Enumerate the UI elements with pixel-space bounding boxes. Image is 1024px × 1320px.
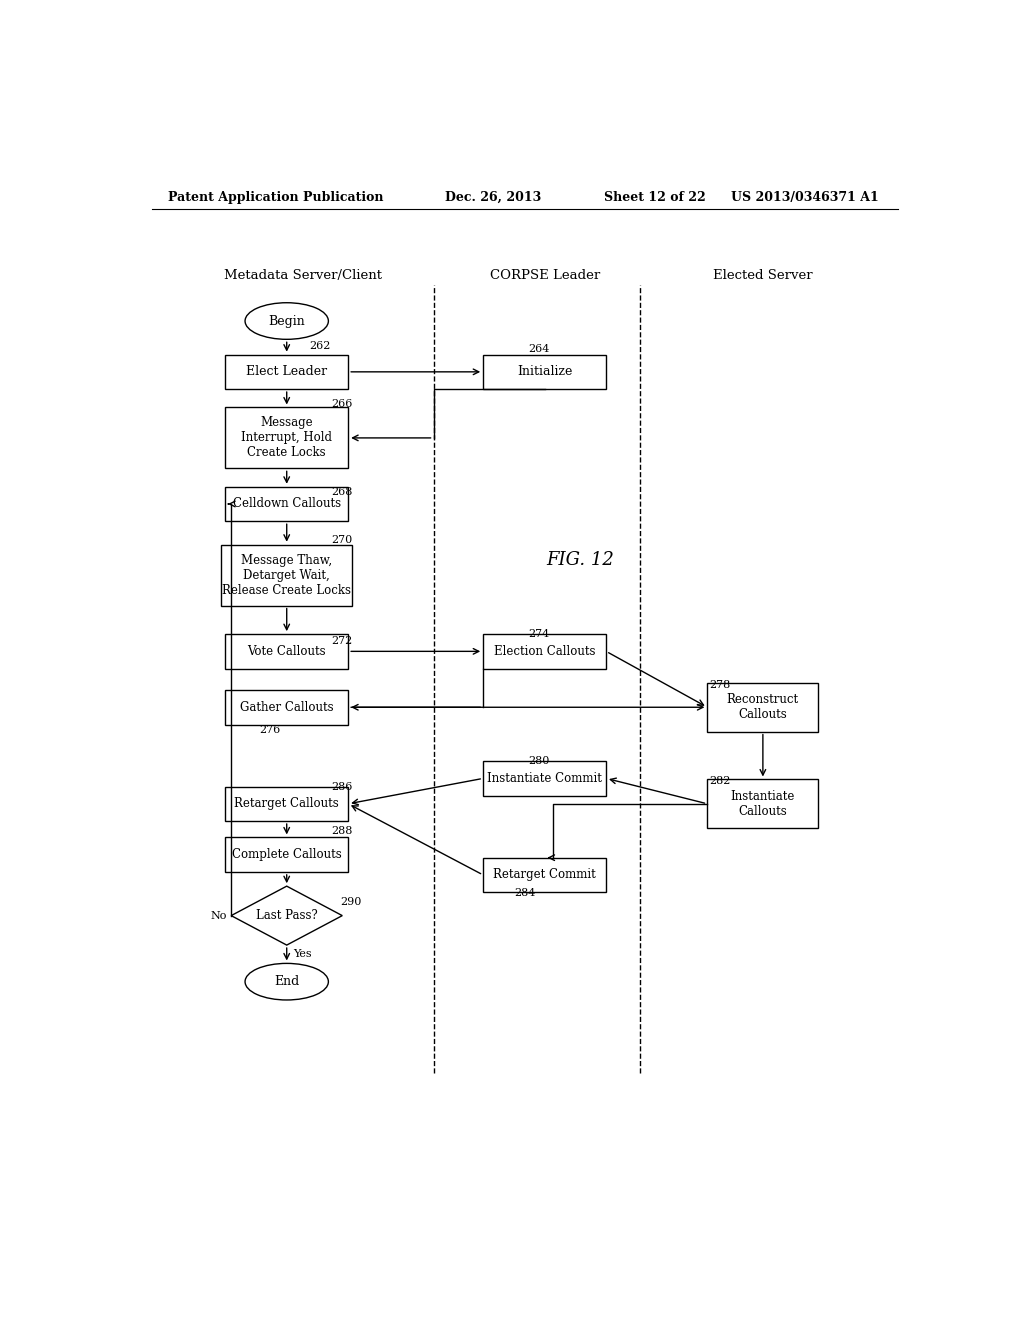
Text: 282: 282 <box>709 776 730 787</box>
Text: Metadata Server/Client: Metadata Server/Client <box>223 269 382 281</box>
Text: Message
Interrupt, Hold
Create Locks: Message Interrupt, Hold Create Locks <box>242 416 332 459</box>
FancyBboxPatch shape <box>225 408 348 469</box>
Text: Dec. 26, 2013: Dec. 26, 2013 <box>445 190 542 203</box>
Text: 274: 274 <box>528 630 549 639</box>
Text: No: No <box>211 911 227 920</box>
Text: CORPSE Leader: CORPSE Leader <box>489 269 600 281</box>
Text: Yes: Yes <box>293 949 311 960</box>
Text: US 2013/0346371 A1: US 2013/0346371 A1 <box>731 190 879 203</box>
Text: 268: 268 <box>331 487 352 496</box>
Text: Reconstruct
Callouts: Reconstruct Callouts <box>727 693 799 721</box>
Text: 278: 278 <box>709 680 730 690</box>
FancyBboxPatch shape <box>221 545 352 606</box>
Text: End: End <box>274 975 299 989</box>
FancyBboxPatch shape <box>225 787 348 821</box>
Text: 272: 272 <box>331 636 352 647</box>
Polygon shape <box>231 886 342 945</box>
Text: 280: 280 <box>528 756 549 766</box>
FancyBboxPatch shape <box>225 690 348 725</box>
FancyBboxPatch shape <box>708 682 818 731</box>
FancyBboxPatch shape <box>225 634 348 669</box>
Text: 266: 266 <box>331 400 352 409</box>
FancyBboxPatch shape <box>483 355 606 389</box>
Text: Message Thaw,
Detarget Wait,
Release Create Locks: Message Thaw, Detarget Wait, Release Cre… <box>222 553 351 597</box>
Text: Last Pass?: Last Pass? <box>256 909 317 923</box>
Text: 286: 286 <box>331 781 352 792</box>
Text: Begin: Begin <box>268 314 305 327</box>
FancyBboxPatch shape <box>225 487 348 521</box>
Text: Elect Leader: Elect Leader <box>246 366 328 379</box>
FancyBboxPatch shape <box>483 858 606 892</box>
FancyBboxPatch shape <box>225 355 348 389</box>
Text: Sheet 12 of 22: Sheet 12 of 22 <box>604 190 706 203</box>
Text: 284: 284 <box>514 888 536 898</box>
Text: Instantiate Commit: Instantiate Commit <box>487 772 602 785</box>
Ellipse shape <box>245 302 329 339</box>
Text: 288: 288 <box>331 826 352 837</box>
Text: 290: 290 <box>341 898 362 907</box>
FancyBboxPatch shape <box>708 779 818 828</box>
Text: 276: 276 <box>259 725 281 735</box>
Text: 264: 264 <box>528 345 549 355</box>
Ellipse shape <box>245 964 329 1001</box>
Text: Instantiate
Callouts: Instantiate Callouts <box>731 789 795 818</box>
Text: Gather Callouts: Gather Callouts <box>240 701 334 714</box>
Text: 262: 262 <box>309 342 331 351</box>
Text: Election Callouts: Election Callouts <box>494 645 595 657</box>
Text: Retarget Callouts: Retarget Callouts <box>234 797 339 810</box>
Text: Vote Callouts: Vote Callouts <box>248 645 326 657</box>
FancyBboxPatch shape <box>483 762 606 796</box>
Text: Celldown Callouts: Celldown Callouts <box>232 498 341 511</box>
Text: 270: 270 <box>331 535 352 545</box>
FancyBboxPatch shape <box>483 634 606 669</box>
Text: Elected Server: Elected Server <box>713 269 813 281</box>
Text: Patent Application Publication: Patent Application Publication <box>168 190 383 203</box>
Text: FIG. 12: FIG. 12 <box>547 550 614 569</box>
Text: Retarget Commit: Retarget Commit <box>494 869 596 882</box>
Text: Complete Callouts: Complete Callouts <box>231 849 342 861</box>
Text: Initialize: Initialize <box>517 366 572 379</box>
FancyBboxPatch shape <box>225 837 348 873</box>
